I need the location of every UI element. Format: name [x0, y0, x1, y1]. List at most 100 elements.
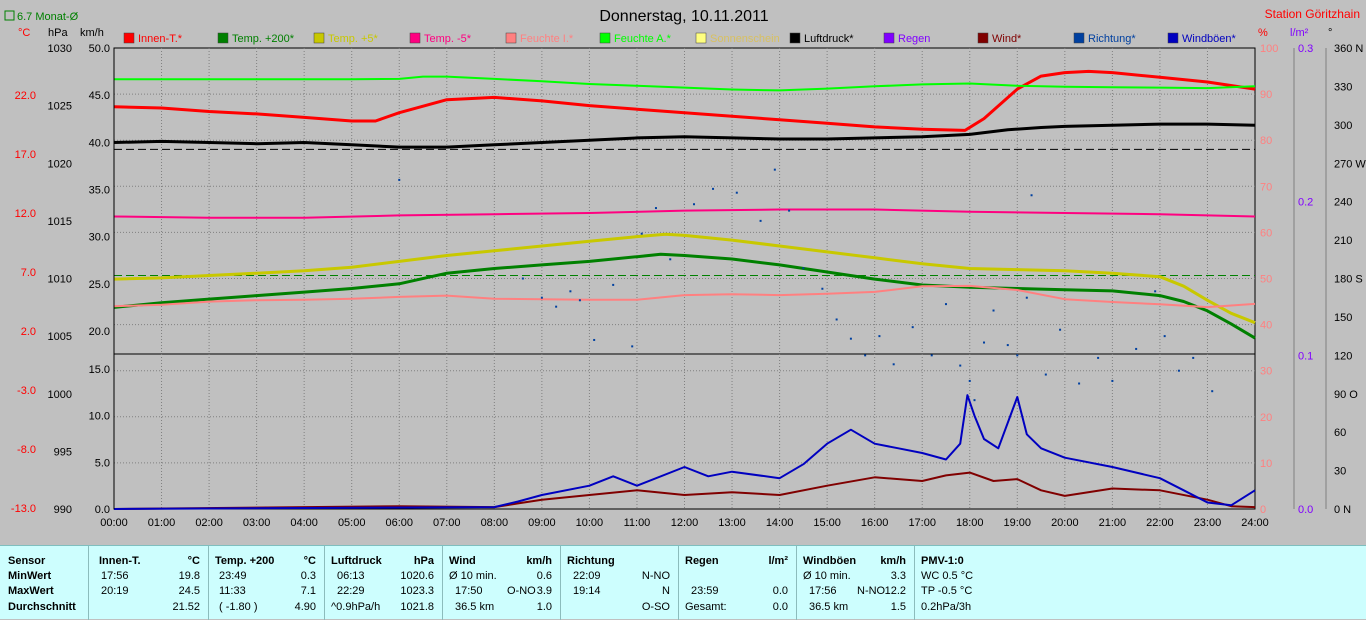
temp200-min-time: 23:49 [219, 570, 247, 582]
richtung-min-value: N-NO [641, 570, 670, 582]
wind-direction-dot [654, 207, 657, 210]
avg-checkbox-icon[interactable] [4, 10, 15, 21]
wind-direction-dot [821, 287, 824, 290]
grid-lines [114, 48, 1255, 509]
legend-label: Richtung* [1088, 33, 1136, 45]
boeen-max-value: 12.2 [884, 585, 906, 597]
y-tick-rain: 0.3 [1298, 43, 1313, 55]
wind-direction-dot [878, 335, 881, 338]
x-tick-label: 22:00 [1146, 517, 1174, 529]
wind-direction-dot [911, 326, 914, 329]
wind-max-value: 3.9 [536, 585, 552, 597]
regen-max-value: 0.0 [772, 585, 788, 597]
wind-direction-dot [569, 290, 572, 293]
boeen-avg10: Ø 10 min. [803, 570, 851, 582]
x-tick-label: 11:00 [624, 517, 651, 529]
legend-swatch [1073, 32, 1085, 44]
temp200-min-value: 0.3 [300, 570, 316, 582]
stats-header-boeen: Windböen [803, 555, 857, 567]
unit-lm2: l/m² [1290, 27, 1309, 39]
y-tick-direction: 90 O [1334, 389, 1358, 401]
y-tick-temp: -8.0 [17, 444, 36, 456]
wind-direction-dot [1006, 344, 1009, 347]
y-tick-pct: 40 [1260, 320, 1272, 332]
y-tick-kmh-lower: 5.0 [95, 457, 110, 469]
y-tick-kmh-lower: 0.0 [95, 504, 110, 516]
y-tick-direction: 210 [1334, 235, 1352, 247]
y-tick-direction: 0 N [1334, 504, 1351, 516]
x-tick-label: 18:00 [956, 517, 984, 529]
y-tick-direction: 330 [1334, 81, 1352, 93]
y-tick-pct: 100 [1260, 43, 1278, 55]
stats-header-innen: Innen-T. [99, 555, 141, 567]
stats-unit-temp200: °C [303, 555, 316, 567]
wind-direction-dot [735, 191, 738, 194]
x-tick-label: 17:00 [908, 517, 936, 529]
x-tick-label: 23:00 [1194, 517, 1222, 529]
innen-min-value: 19.8 [178, 570, 200, 582]
x-tick-label: 02:00 [195, 517, 223, 529]
legend-label: Luftdruck* [804, 33, 854, 45]
wind-direction-dot [1016, 354, 1019, 357]
legend-label: Innen-T.* [138, 33, 183, 45]
y-tick-hpa: 995 [54, 446, 72, 458]
y-tick-rain: 0.1 [1298, 350, 1313, 362]
avg-checkbox-label[interactable]: 6.7 Monat-Ø [17, 11, 79, 23]
stats-col-regen: Regen l/m² 23:59 0.0 Gesamt: 0.0 [678, 546, 796, 620]
wind-direction-dot [1078, 382, 1081, 385]
y-tick-kmh-lower: 15.0 [89, 364, 110, 376]
y-tick-direction: 360 N [1334, 43, 1363, 55]
series-line-tempm5 [113, 208, 1256, 219]
boeen-avg10-value: 3.3 [890, 570, 906, 582]
wind-direction-dot [1177, 369, 1180, 372]
wind-direction-dot [983, 341, 986, 344]
unit-pct: % [1258, 27, 1268, 39]
richtung-max-time: 19:14 [573, 585, 601, 597]
wind-direction-dot [968, 379, 971, 382]
stats-unit-luftdruck: hPa [413, 555, 434, 567]
x-tick-label: 16:00 [861, 517, 889, 529]
x-tick-label: 24:00 [1241, 517, 1269, 529]
x-tick-label: 07:00 [433, 517, 461, 529]
y-tick-rain: 0.0 [1298, 504, 1313, 516]
stats-row-max: MaxWert [8, 585, 54, 597]
pmv-wc: WC 0.5 °C [921, 570, 974, 582]
y-tick-direction: 270 W [1334, 158, 1366, 170]
y-tick-hpa: 1005 [48, 331, 72, 343]
temp200-max-time: 11:33 [219, 585, 246, 597]
y-tick-hpa: 1020 [48, 158, 72, 170]
boeen-max-time: 17:56 [809, 585, 837, 597]
x-tick-label: 13:00 [718, 517, 746, 529]
boeen-distance: 36.5 km [809, 601, 849, 613]
wind-direction-dot [835, 318, 838, 321]
y-tick-pct: 10 [1260, 458, 1272, 470]
x-tick-label: 04:00 [290, 517, 318, 529]
wind-direction-dot [612, 283, 615, 286]
wind-direction-dot [578, 299, 581, 302]
wind-direction-dot [712, 187, 715, 190]
wind-direction-dot [1135, 347, 1138, 350]
richtung-min-time: 22:09 [573, 570, 601, 582]
chart-title: Donnerstag, 10.11.2011 [599, 8, 768, 25]
x-tick-label: 12:00 [671, 517, 699, 529]
x-tick-label: 06:00 [385, 517, 413, 529]
axis-ticks: 00:00 01:00 02:00 03:00 04:00 05:00 06:00 07:00… [11, 43, 1366, 529]
y-tick-temp: 2.0 [21, 326, 36, 338]
wind-avg-value: 1.0 [536, 601, 552, 613]
wind-direction-dot [1163, 335, 1166, 338]
y-tick-kmh-upper: 20.0 [89, 326, 110, 338]
x-tick-label: 15:00 [813, 517, 841, 529]
temp200-avg-value: 4.90 [294, 601, 316, 613]
richtung-max-value: N [662, 585, 670, 597]
y-tick-hpa: 990 [54, 504, 72, 516]
luftdruck-min-time: 06:13 [337, 570, 365, 582]
stats-unit-regen: l/m² [768, 555, 788, 567]
legend-swatch [599, 32, 611, 44]
y-tick-direction: 300 [1334, 120, 1352, 132]
boeen-max-direction: N-NO [857, 585, 886, 597]
legend: Innen-T.* Temp. +200* Temp. +5* Temp. -5* Fe… [123, 32, 1237, 45]
legend-swatch [217, 32, 229, 44]
luftdruck-max-value: 1023.3 [400, 585, 434, 597]
richtung-avg-value: O-SO [641, 601, 670, 613]
wind-direction-dot [1025, 296, 1028, 299]
